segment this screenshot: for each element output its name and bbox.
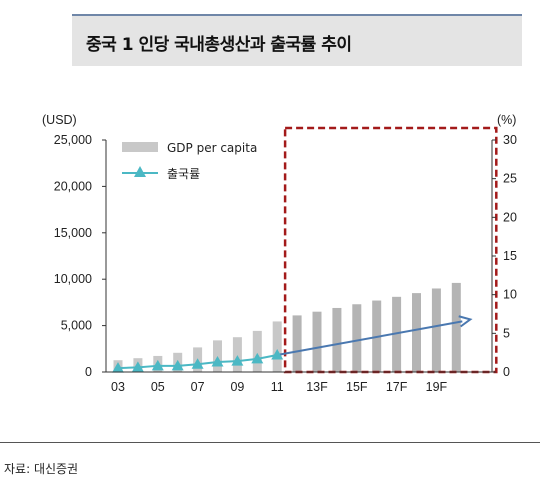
line-point (151, 359, 164, 371)
legend-swatch-bar (122, 142, 158, 152)
chart-title: 중국 1 인당 국내총생산과 출국률 추이 (86, 35, 352, 55)
trend-arrow-head (458, 315, 473, 328)
bar (312, 311, 322, 372)
bar (252, 330, 262, 372)
line-point (251, 352, 264, 364)
bar (232, 337, 242, 372)
legend-label-line: 출국률 (167, 167, 200, 181)
trend-arrow-line (277, 320, 463, 356)
chart: 05,00010,00015,00020,00025,000(USD)05101… (42, 113, 517, 394)
bar (332, 307, 342, 372)
left-tick-label: 0 (85, 365, 92, 379)
bar (392, 296, 402, 372)
right-tick-label: 15 (503, 249, 517, 263)
x-tick-label: 07 (191, 380, 205, 394)
line-point (131, 361, 144, 372)
x-tick-label: 11 (271, 380, 284, 394)
line-point (231, 355, 244, 366)
legend-label-bar: GDP per capita (167, 141, 257, 155)
source-note: 자료: 대신증권 (4, 462, 79, 476)
x-tick-label: 03 (111, 380, 125, 394)
line-point (112, 362, 124, 373)
x-tick-label: 17F (386, 380, 408, 394)
bar (292, 315, 302, 372)
line-point (271, 348, 284, 360)
bar (272, 321, 282, 372)
right-tick-label: 25 (503, 172, 517, 186)
bar (431, 288, 441, 372)
bar (412, 293, 421, 372)
left-tick-label: 20,000 (54, 179, 92, 193)
title-box: 중국 1 인당 국내총생산과 출국률 추이 (72, 14, 522, 66)
right-tick-label: 0 (503, 365, 510, 379)
right-tick-label: 10 (503, 288, 517, 302)
right-axis-unit: (%) (497, 113, 516, 127)
left-tick-label: 25,000 (54, 133, 92, 147)
divider (0, 442, 540, 443)
bar (451, 282, 461, 372)
x-tick-label: 09 (230, 380, 244, 394)
bar (352, 304, 362, 372)
right-tick-label: 30 (503, 133, 517, 147)
x-tick-label: 05 (151, 380, 165, 394)
line-point (211, 355, 224, 367)
forecast-box (283, 126, 498, 374)
x-tick-label: 19F (426, 380, 448, 394)
right-tick-label: 20 (503, 210, 517, 224)
left-tick-label: 5,000 (61, 319, 92, 333)
left-tick-label: 15,000 (54, 226, 92, 240)
legend-marker (134, 166, 146, 177)
right-tick-label: 5 (503, 326, 510, 340)
left-tick-label: 10,000 (54, 272, 92, 286)
x-tick-label: 15F (346, 380, 368, 394)
line-point (191, 358, 204, 369)
line-point (171, 359, 184, 371)
x-tick-label: 13F (306, 380, 328, 394)
left-axis-unit: (USD) (42, 113, 77, 127)
